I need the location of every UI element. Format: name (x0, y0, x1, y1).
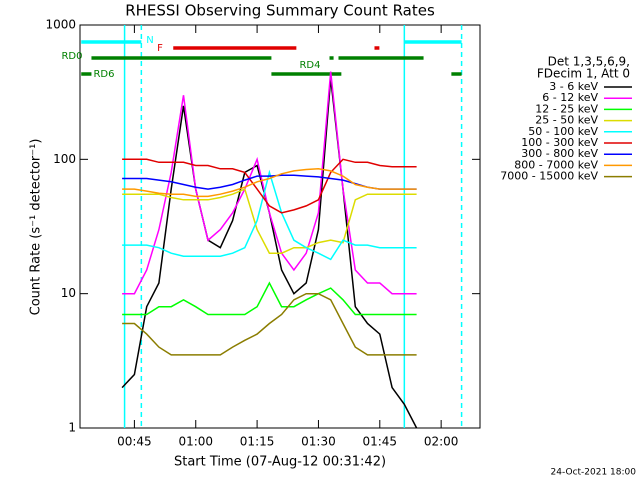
series-line (122, 188, 417, 254)
legend-header: Det 1,3,5,6,9, (548, 55, 630, 69)
series-line (122, 168, 417, 198)
legend-header: FDecim 1, Att 0 (537, 67, 630, 81)
y-axis-label: Count Rate (s⁻¹ detector⁻¹) (29, 139, 44, 316)
flag-label: F (157, 43, 163, 54)
legend-label: 800 - 7000 keV (514, 158, 598, 171)
series-line (122, 158, 417, 214)
legend-label: 300 - 800 keV (521, 147, 598, 160)
x-tick-label: 01:30 (301, 435, 336, 449)
series-line (122, 292, 417, 356)
footer: 24-Oct-2021 18:00 (551, 468, 637, 478)
series-line (122, 71, 417, 295)
chart-title: RHESSI Observing Summary Count Rates (125, 2, 435, 20)
flag-label: RD6 (93, 69, 114, 80)
y-tick-label: 10 (61, 286, 76, 300)
flag-label: RD0 (61, 51, 82, 62)
flag-label: RD4 (299, 60, 320, 71)
legend-label: 100 - 300 keV (521, 136, 598, 149)
legend-label: 3 - 6 keV (549, 80, 598, 93)
x-axis-label: Start Time (07-Aug-12 00:31:42) (174, 455, 386, 470)
legend-label: 12 - 25 keV (535, 102, 598, 115)
x-tick-label: 01:15 (240, 435, 275, 449)
y-tick-label: 100 (53, 152, 76, 166)
x-tick-label: 01:45 (362, 435, 397, 449)
x-tick-label: 00:45 (117, 435, 152, 449)
y-tick-label: 1000 (45, 18, 76, 32)
series-line (122, 169, 417, 261)
x-tick-label: 02:00 (424, 435, 459, 449)
plot-frame (79, 24, 481, 429)
flag-label: N (146, 35, 153, 46)
legend-label: 6 - 12 keV (542, 91, 598, 104)
legend-label: 50 - 100 keV (528, 125, 598, 138)
legend-label: 25 - 50 keV (535, 114, 598, 127)
x-tick-label: 01:00 (178, 435, 213, 449)
legend-label: 7000 - 15000 keV (500, 170, 598, 183)
series-line (122, 281, 417, 316)
y-tick-label: 1 (68, 421, 76, 435)
